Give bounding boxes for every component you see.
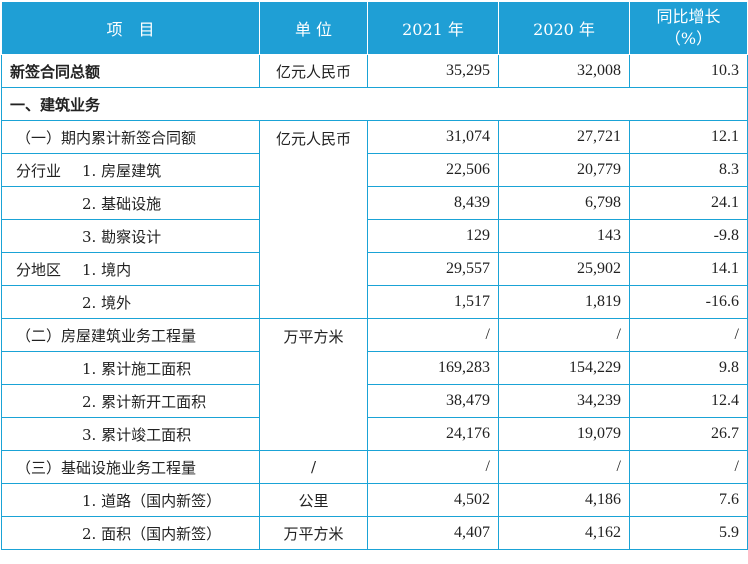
table-row: （三）基础设施业务工程量 / / / / [1, 450, 748, 484]
value-2020: 154,229 [498, 351, 630, 385]
row-label: 1. 房屋建筑 [82, 161, 162, 180]
row-label: 3. 勘察设计 [1, 219, 260, 253]
row-unit: 万平方米 [259, 318, 368, 451]
value-2021: 29,557 [367, 252, 499, 286]
value-2020: 19,079 [498, 417, 630, 451]
value-growth: 24.1 [629, 186, 748, 220]
row-label: 1. 境内 [82, 260, 132, 279]
value-2021: 31,074 [367, 120, 499, 154]
table-row: 2. 累计新开工面积 38,479 34,239 12.4 [1, 384, 748, 418]
value-growth: / [629, 450, 748, 484]
value-growth: 14.1 [629, 252, 748, 286]
row-label: 2. 累计新开工面积 [1, 384, 260, 418]
row-label: （二）房屋建筑业务工程量 [1, 318, 260, 352]
section-heading: 一、建筑业务 [1, 87, 748, 121]
value-growth: 12.1 [629, 120, 748, 154]
row-unit: 万平方米 [259, 516, 368, 550]
value-growth: 10.3 [629, 54, 748, 88]
table-row: 2. 境外 1,517 1,819 -16.6 [1, 285, 748, 319]
table-row: （一）期内累计新签合同额 亿元人民币 31,074 27,721 12.1 [1, 120, 748, 319]
group-label: 分地区 [16, 260, 62, 279]
row-label: 新签合同总额 [1, 54, 260, 88]
row-label: 2. 基础设施 [1, 186, 260, 220]
value-2020: 1,819 [498, 285, 630, 319]
header-item: 项 目 [1, 1, 260, 55]
value-growth: -16.6 [629, 285, 748, 319]
group-label: 分行业 [16, 161, 62, 180]
header-growth: 同比增长 （%） [629, 1, 748, 55]
value-2020: 143 [498, 219, 630, 253]
row-label: （三）基础设施业务工程量 [1, 450, 260, 484]
value-2020: 4,162 [498, 516, 630, 550]
row-label: 1. 累计施工面积 [1, 351, 260, 385]
value-2020: 6,798 [498, 186, 630, 220]
value-growth: 9.8 [629, 351, 748, 385]
value-2021: 35,295 [367, 54, 499, 88]
value-2021: 24,176 [367, 417, 499, 451]
value-2021: 4,502 [367, 483, 499, 517]
row-unit: 亿元人民币 [259, 54, 368, 88]
value-growth: / [629, 318, 748, 352]
value-growth: 5.9 [629, 516, 748, 550]
value-2020: 32,008 [498, 54, 630, 88]
value-2020: 20,779 [498, 153, 630, 187]
row-label: 3. 累计竣工面积 [1, 417, 260, 451]
header-unit: 单 位 [259, 1, 368, 55]
value-growth: 12.4 [629, 384, 748, 418]
value-2021: 8,439 [367, 186, 499, 220]
contracts-table: 项 目 单 位 2021 年 2020 年 同比增长 （%） 新签合同总额 亿元… [1, 1, 748, 550]
value-2020: 4,186 [498, 483, 630, 517]
value-growth: -9.8 [629, 219, 748, 253]
row-unit: 亿元人民币 [259, 120, 368, 319]
table-row: 3. 累计竣工面积 24,176 19,079 26.7 [1, 417, 748, 451]
value-2021: 129 [367, 219, 499, 253]
value-2020: / [498, 450, 630, 484]
header-growth-line1: 同比增长 [656, 7, 721, 26]
value-2021: 4,407 [367, 516, 499, 550]
row-label-cell: 分行业 1. 房屋建筑 [1, 153, 260, 187]
header-2020: 2020 年 [498, 1, 630, 55]
table-row: 分行业 1. 房屋建筑 22,506 20,779 8.3 [1, 153, 748, 187]
table-row: 1. 道路（国内新签） 公里 4,502 4,186 7.6 [1, 483, 748, 517]
row-label: 2. 面积（国内新签） [1, 516, 260, 550]
header-row: 项 目 单 位 2021 年 2020 年 同比增长 （%） [1, 1, 748, 55]
table-row: 1. 累计施工面积 169,283 154,229 9.8 [1, 351, 748, 385]
row-unit: / [259, 450, 368, 484]
table-row: 2. 基础设施 8,439 6,798 24.1 [1, 186, 748, 220]
row-label: （一）期内累计新签合同额 [1, 120, 260, 154]
row-label-cell: 分地区 1. 境内 [1, 252, 260, 286]
value-2020: 27,721 [498, 120, 630, 154]
value-growth: 8.3 [629, 153, 748, 187]
row-unit: 公里 [259, 483, 368, 517]
table-row: 2. 面积（国内新签） 万平方米 4,407 4,162 5.9 [1, 516, 748, 550]
value-2021: / [367, 318, 499, 352]
value-2020: / [498, 318, 630, 352]
header-2021: 2021 年 [367, 1, 499, 55]
header-growth-line2: （%） [664, 29, 713, 48]
value-growth: 26.7 [629, 417, 748, 451]
row-label: 1. 道路（国内新签） [1, 483, 260, 517]
value-2021: 22,506 [367, 153, 499, 187]
value-2020: 25,902 [498, 252, 630, 286]
value-2021: 169,283 [367, 351, 499, 385]
row-label: 2. 境外 [1, 285, 260, 319]
value-2021: 1,517 [367, 285, 499, 319]
table-row: 3. 勘察设计 129 143 -9.8 [1, 219, 748, 253]
table-row-total: 新签合同总额 亿元人民币 35,295 32,008 10.3 [1, 54, 748, 88]
table-row: 分地区 1. 境内 29,557 25,902 14.1 [1, 252, 748, 286]
table-row-section: 一、建筑业务 [1, 87, 748, 121]
value-2020: 34,239 [498, 384, 630, 418]
value-2021: / [367, 450, 499, 484]
value-2021: 38,479 [367, 384, 499, 418]
value-growth: 7.6 [629, 483, 748, 517]
table-row: （二）房屋建筑业务工程量 万平方米 / / / [1, 318, 748, 451]
